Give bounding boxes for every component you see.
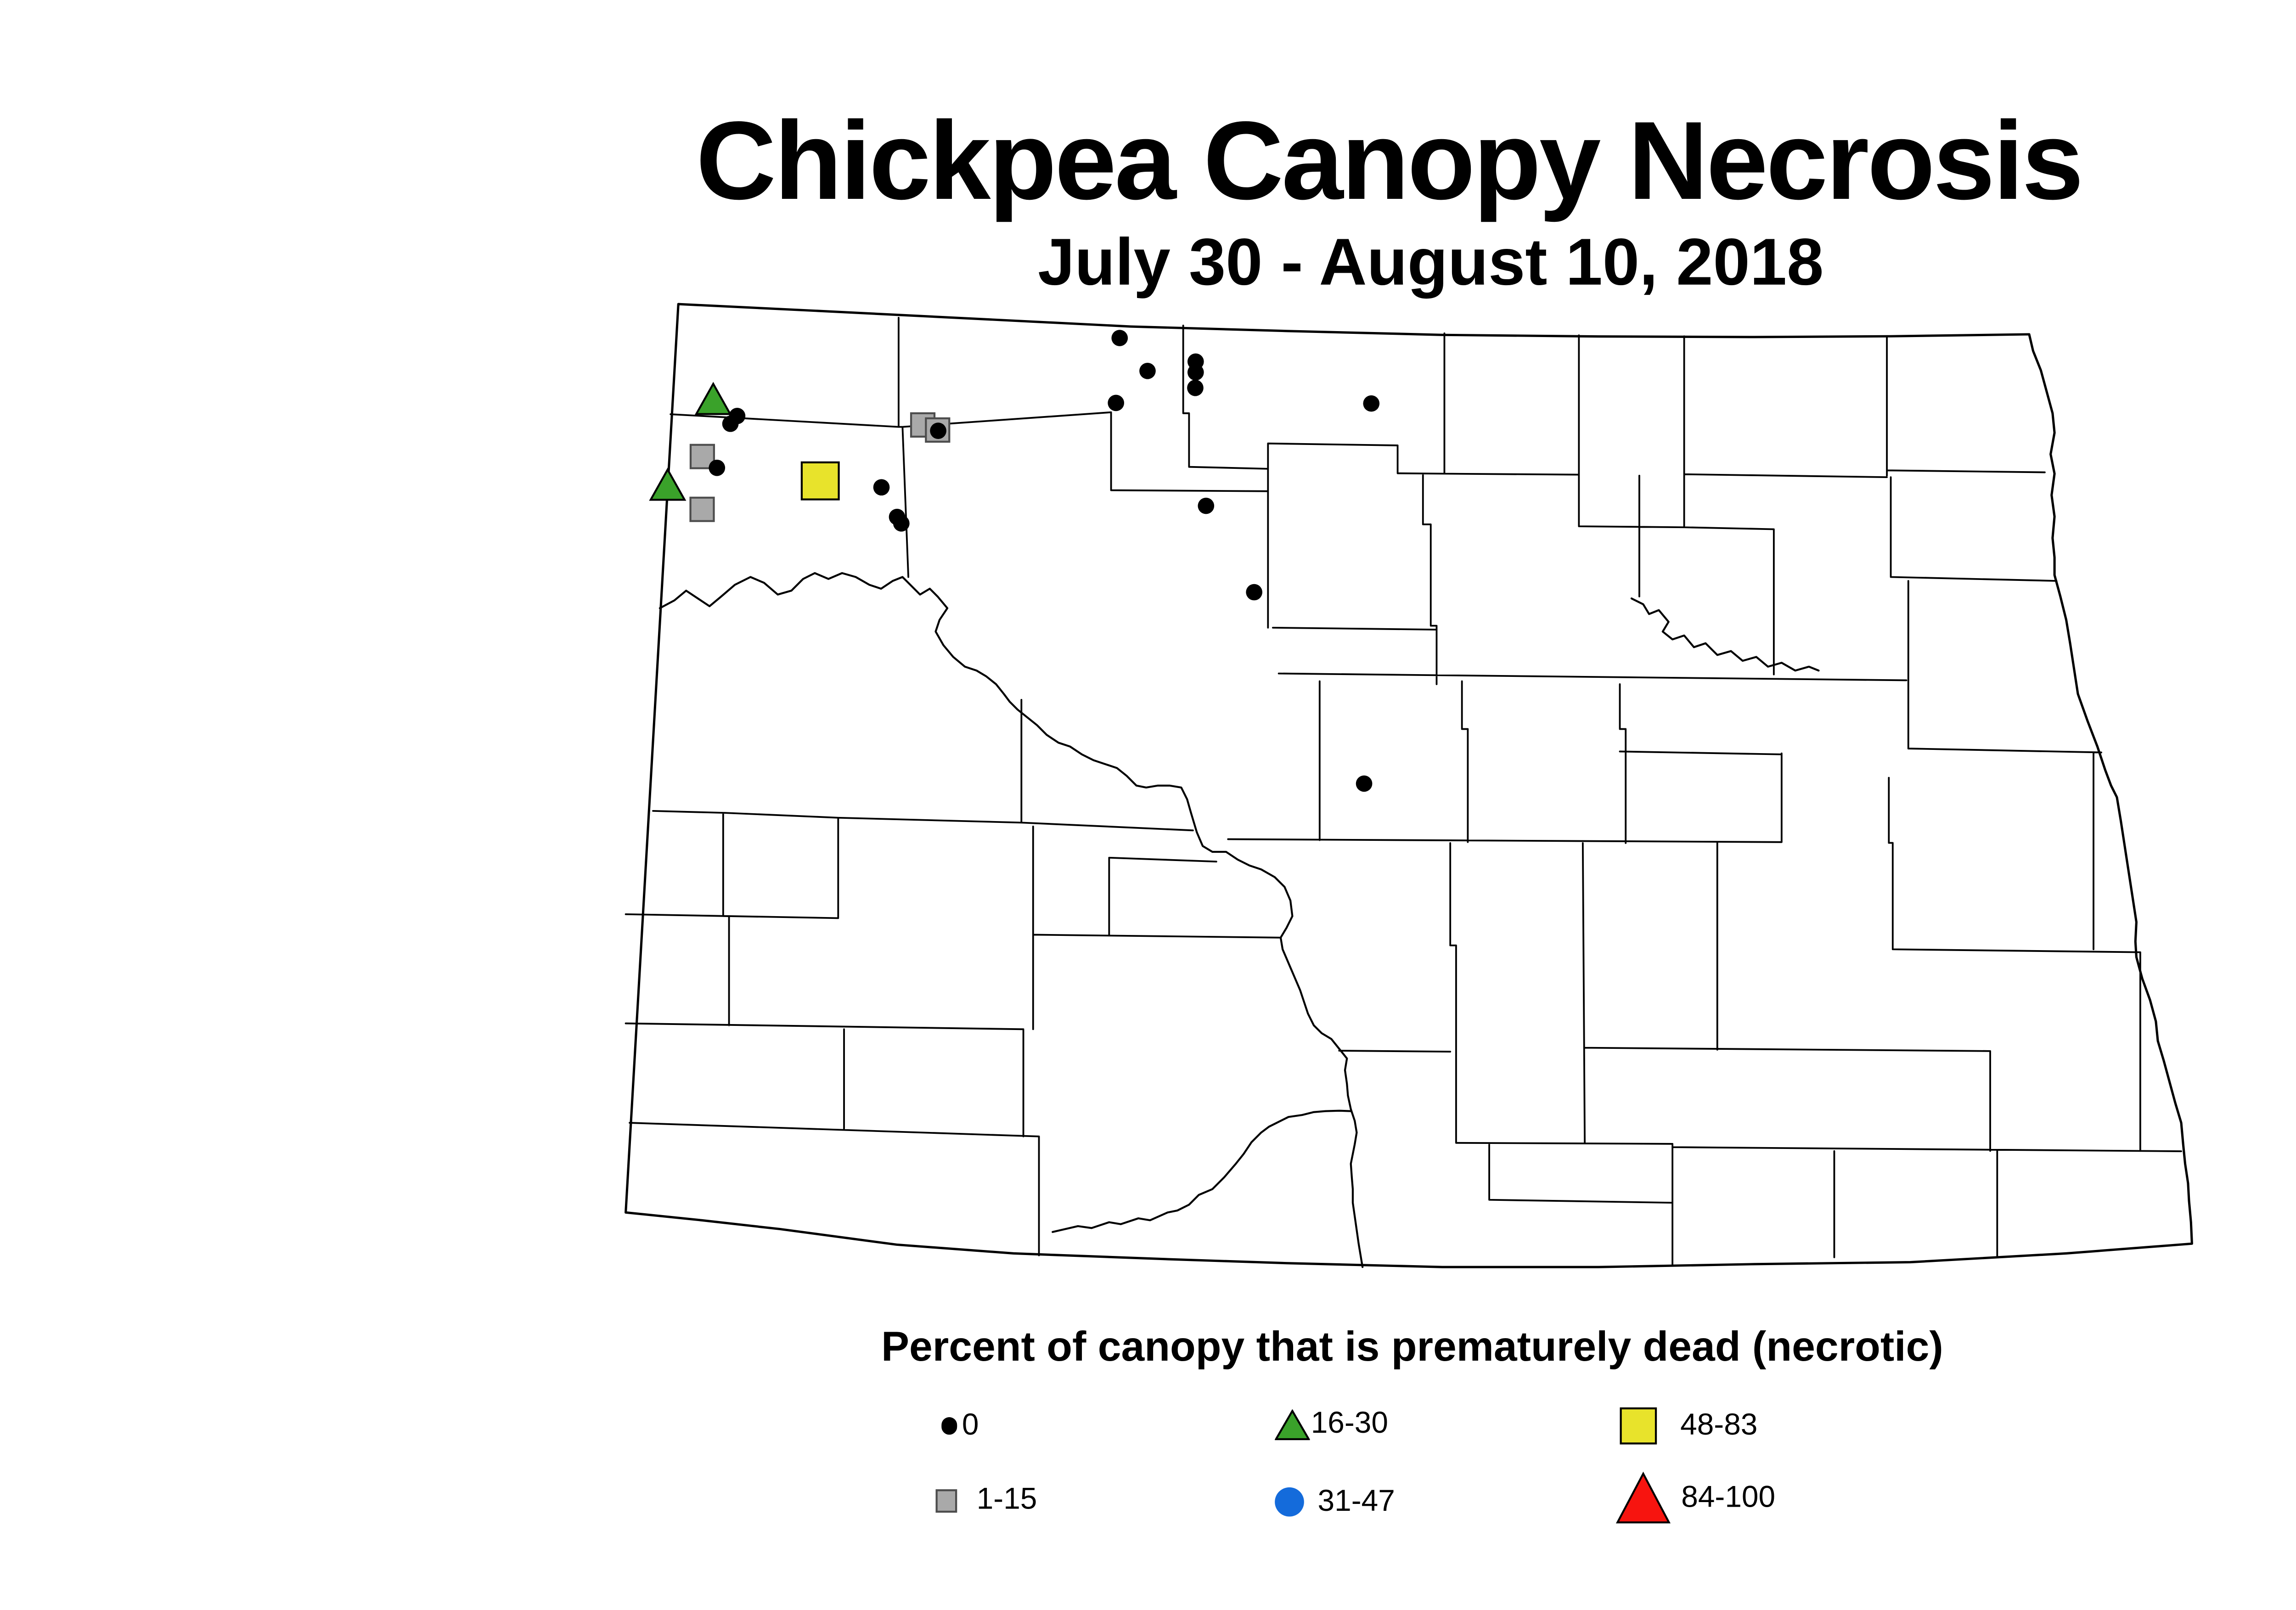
map-subtitle: July 30 - August 10, 2018 [1038, 226, 1824, 300]
legend-label-31-47: 31-47 [1317, 1484, 1395, 1518]
marker-dot [930, 422, 946, 439]
marker-dot [1246, 584, 1262, 601]
devils-lake [1630, 597, 1820, 672]
survey-markers [649, 330, 1380, 792]
marker-green-triangle [694, 382, 732, 415]
marker-dot [722, 416, 739, 432]
legend-label-16-30: 16-30 [1311, 1407, 1389, 1441]
marker-green-triangle [649, 467, 687, 501]
legend-label-0: 0 [962, 1408, 979, 1442]
marker-dot [1108, 394, 1125, 411]
legend-dot-icon [940, 1417, 957, 1434]
marker-dot [873, 479, 890, 496]
state-outline [625, 303, 2193, 1268]
marker-dot [1363, 395, 1380, 412]
legend-gray-square-icon [936, 1488, 958, 1512]
marker-dot [1187, 379, 1204, 396]
legend-yellow-square-icon [1619, 1407, 1656, 1444]
legend-blue-circle-icon [1274, 1486, 1304, 1516]
legend-green-triangle-icon [1275, 1408, 1311, 1440]
county-borders [625, 317, 2182, 1265]
marker-dot [709, 459, 726, 476]
legend-red-triangle-icon [1616, 1471, 1671, 1524]
marker-dot [1198, 497, 1215, 514]
marker-dot [1356, 775, 1373, 792]
marker-gray-square [689, 496, 715, 522]
legend-label-1-15: 1-15 [976, 1482, 1037, 1516]
marker-dot [1139, 362, 1156, 379]
missouri-river [658, 572, 1364, 1268]
legend-label-48-83: 48-83 [1680, 1408, 1758, 1442]
marker-dot [1111, 330, 1128, 346]
marker-dot [893, 515, 910, 532]
legend-title: Percent of canopy that is prematurely de… [881, 1323, 1943, 1371]
map-title: Chickpea Canopy Necrosis [696, 99, 2084, 225]
marker-yellow-square [800, 461, 840, 501]
marker-dot [1187, 364, 1204, 381]
legend-label-84-100: 84-100 [1681, 1481, 1776, 1515]
cannonball-river [1052, 1109, 1352, 1233]
